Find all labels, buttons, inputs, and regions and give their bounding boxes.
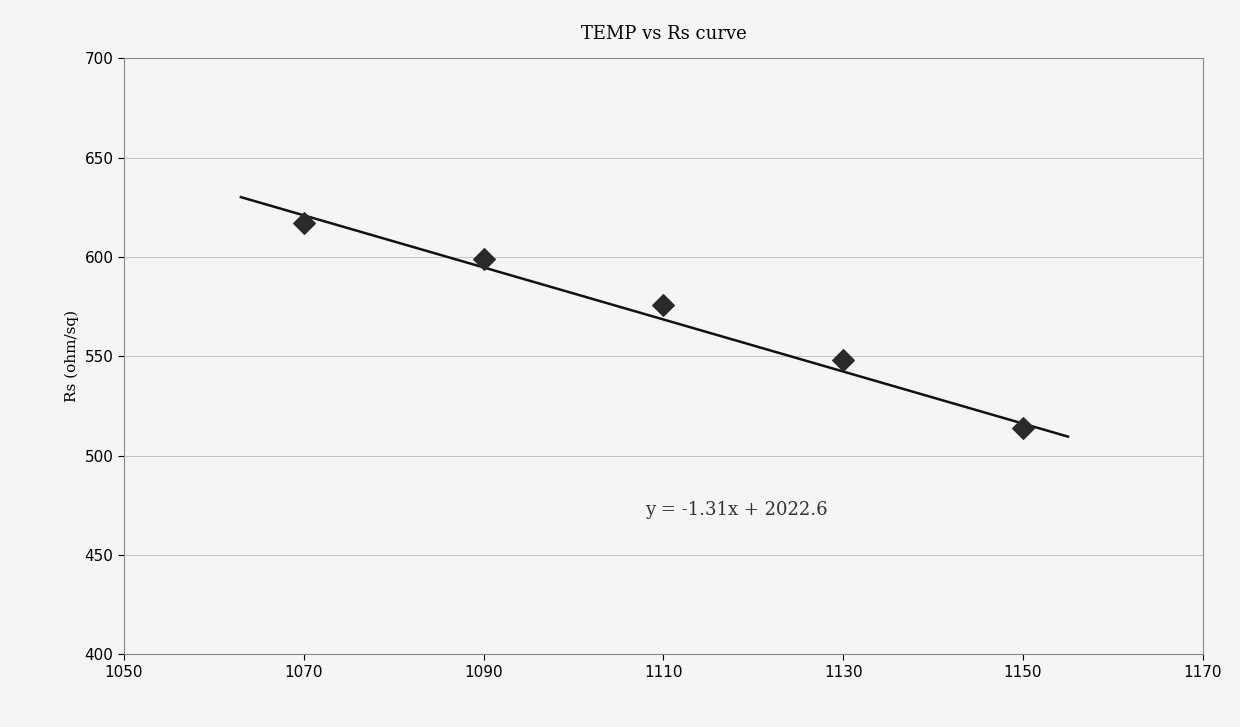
- Text: y = -1.31x + 2022.6: y = -1.31x + 2022.6: [646, 501, 828, 519]
- Point: [833, 354, 853, 366]
- Point: [1013, 422, 1033, 433]
- Point: [474, 253, 494, 265]
- Point: [653, 299, 673, 310]
- Point: [294, 217, 314, 229]
- Title: TEMP vs Rs curve: TEMP vs Rs curve: [580, 25, 746, 43]
- Y-axis label: Rs (ohm/sq): Rs (ohm/sq): [64, 310, 79, 402]
